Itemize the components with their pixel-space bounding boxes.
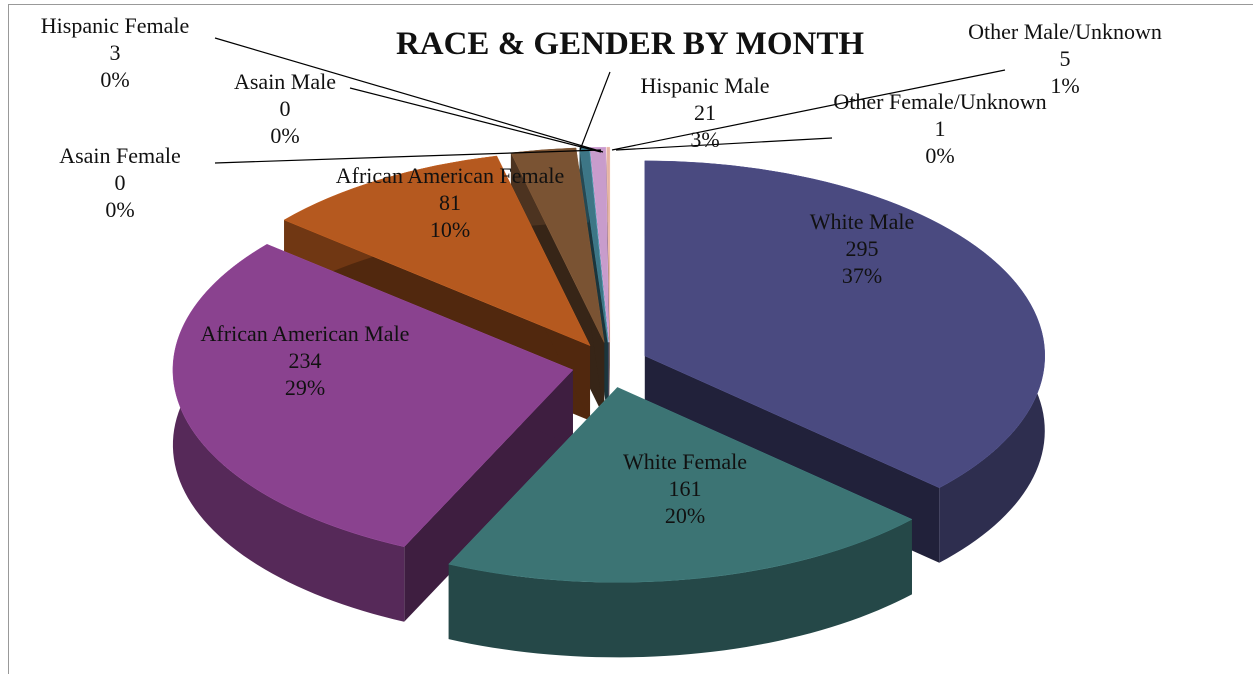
label-text: Other Male/Unknown xyxy=(968,19,1162,44)
label-text: 3 xyxy=(109,40,121,65)
slice-top xyxy=(283,155,591,347)
label-text: Asain Male xyxy=(233,69,337,94)
data-label: White Male 295 37% xyxy=(772,208,952,289)
label-text: 0% xyxy=(270,123,300,148)
data-label: African American Female 81 10% xyxy=(335,162,565,243)
label-text: 81 xyxy=(439,190,461,215)
data-label: Other Male/Unknown 5 1% xyxy=(960,18,1170,99)
data-label: Hispanic Female 3 0% xyxy=(10,12,220,93)
label-text: African American Male xyxy=(200,321,410,346)
label-text: Hispanic Male xyxy=(640,73,770,98)
label-text: 21 xyxy=(694,100,716,125)
slice-top xyxy=(606,146,611,343)
label-text: Hispanic Female xyxy=(40,13,190,38)
leader-line xyxy=(349,87,602,153)
slice-wall xyxy=(448,519,912,658)
label-text: African American Female xyxy=(335,163,565,188)
label-text: 29% xyxy=(284,375,326,400)
label-text: 1% xyxy=(1050,73,1080,98)
label-text: Other Female/Unknown xyxy=(833,89,1047,114)
label-text: 20% xyxy=(664,503,706,528)
label-text: 0% xyxy=(100,67,130,92)
leader-line xyxy=(611,69,1006,151)
label-text: 10% xyxy=(429,217,471,242)
label-text: 3% xyxy=(690,127,720,152)
slice-top xyxy=(172,244,574,548)
data-label: Other Female/Unknown 1 0% xyxy=(825,88,1055,169)
label-text: 234 xyxy=(288,348,322,373)
label-text: 37% xyxy=(841,263,883,288)
chart-title: RACE & GENDER BY MONTH xyxy=(395,26,865,62)
slice xyxy=(172,244,574,622)
label-text: 0% xyxy=(105,197,135,222)
leader-line xyxy=(214,37,604,153)
slice xyxy=(448,387,913,658)
label-text: White Male xyxy=(809,209,915,234)
data-label: White Female 161 20% xyxy=(575,448,795,529)
label-text: 161 xyxy=(668,476,702,501)
slice-side xyxy=(404,369,573,622)
frame xyxy=(8,4,1253,674)
label-text: 1 xyxy=(934,116,946,141)
data-label: African American Male 234 29% xyxy=(185,320,425,401)
data-label: Hispanic Male 21 3% xyxy=(615,72,795,153)
label-text: Asain Female xyxy=(59,143,181,168)
data-label: Asain Male 0 0% xyxy=(205,68,365,149)
leader-line xyxy=(615,137,833,151)
label-text: 5 xyxy=(1059,46,1071,71)
slice-top xyxy=(589,146,610,343)
label-text: 0 xyxy=(114,170,126,195)
label-text: White Female xyxy=(622,449,747,474)
label-text: 0 xyxy=(279,96,291,121)
data-label: Asain Female 0 0% xyxy=(20,142,220,223)
leader-line xyxy=(214,149,602,164)
label-text: 295 xyxy=(845,236,879,261)
label-text: 0% xyxy=(925,143,955,168)
slice xyxy=(606,146,611,418)
leader-line xyxy=(579,71,611,151)
slice-top xyxy=(644,160,1046,489)
slice-top xyxy=(448,387,913,583)
